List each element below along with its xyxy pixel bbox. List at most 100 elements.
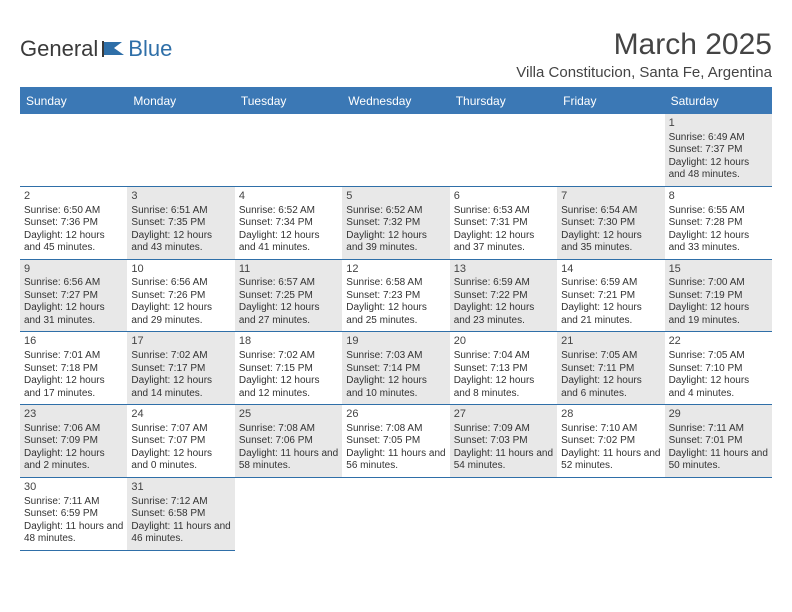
day-cell: 5Sunrise: 6:52 AMSunset: 7:32 PMDaylight… [342, 187, 449, 260]
daylight-line: Daylight: 11 hours and 54 minutes. [454, 448, 553, 473]
sunset-line: Sunset: 7:07 PM [131, 435, 230, 448]
day-number: 8 [669, 190, 768, 204]
sunset-line: Sunset: 7:32 PM [346, 217, 445, 230]
daylight-line: Daylight: 12 hours and 21 minutes. [561, 302, 660, 327]
sunset-line: Sunset: 7:28 PM [669, 217, 768, 230]
logo: General Blue [20, 28, 172, 62]
weekday-header: Friday [557, 89, 664, 114]
day-cell: 13Sunrise: 6:59 AMSunset: 7:22 PMDayligh… [450, 260, 557, 333]
page-header: General Blue March 2025 Villa Constituci… [20, 28, 772, 81]
sunset-line: Sunset: 7:26 PM [131, 290, 230, 303]
sunset-line: Sunset: 7:35 PM [131, 217, 230, 230]
sunrise-line: Sunrise: 6:57 AM [239, 277, 338, 290]
day-cell: 26Sunrise: 7:08 AMSunset: 7:05 PMDayligh… [342, 405, 449, 478]
day-number: 23 [24, 408, 123, 422]
day-cell: 8Sunrise: 6:55 AMSunset: 7:28 PMDaylight… [665, 187, 772, 260]
day-cell: 10Sunrise: 6:56 AMSunset: 7:26 PMDayligh… [127, 260, 234, 333]
sunset-line: Sunset: 7:05 PM [346, 435, 445, 448]
sunset-line: Sunset: 7:14 PM [346, 363, 445, 376]
sunrise-line: Sunrise: 7:09 AM [454, 423, 553, 436]
sunset-line: Sunset: 7:31 PM [454, 217, 553, 230]
empty-cell [450, 114, 557, 187]
day-number: 31 [131, 481, 230, 495]
daylight-line: Daylight: 12 hours and 25 minutes. [346, 302, 445, 327]
day-cell: 21Sunrise: 7:05 AMSunset: 7:11 PMDayligh… [557, 332, 664, 405]
empty-cell [557, 114, 664, 187]
daylight-line: Daylight: 11 hours and 58 minutes. [239, 448, 338, 473]
day-number: 28 [561, 408, 660, 422]
month-title: March 2025 [516, 28, 772, 62]
calendar-grid: 1Sunrise: 6:49 AMSunset: 7:37 PMDaylight… [20, 114, 772, 551]
day-number: 2 [24, 190, 123, 204]
daylight-line: Daylight: 12 hours and 39 minutes. [346, 230, 445, 255]
day-number: 16 [24, 335, 123, 349]
day-cell: 18Sunrise: 7:02 AMSunset: 7:15 PMDayligh… [235, 332, 342, 405]
sunset-line: Sunset: 7:30 PM [561, 217, 660, 230]
sunset-line: Sunset: 7:06 PM [239, 435, 338, 448]
daylight-line: Daylight: 12 hours and 48 minutes. [669, 157, 768, 182]
sunrise-line: Sunrise: 7:02 AM [131, 350, 230, 363]
day-cell: 4Sunrise: 6:52 AMSunset: 7:34 PMDaylight… [235, 187, 342, 260]
sunrise-line: Sunrise: 6:56 AM [131, 277, 230, 290]
sunrise-line: Sunrise: 6:52 AM [239, 205, 338, 218]
sunset-line: Sunset: 7:37 PM [669, 144, 768, 157]
daylight-line: Daylight: 11 hours and 52 minutes. [561, 448, 660, 473]
sunset-line: Sunset: 7:10 PM [669, 363, 768, 376]
day-number: 11 [239, 263, 338, 277]
sunset-line: Sunset: 7:01 PM [669, 435, 768, 448]
day-cell: 15Sunrise: 7:00 AMSunset: 7:19 PMDayligh… [665, 260, 772, 333]
sunset-line: Sunset: 6:59 PM [24, 508, 123, 521]
location-label: Villa Constitucion, Santa Fe, Argentina [516, 64, 772, 81]
sunset-line: Sunset: 7:25 PM [239, 290, 338, 303]
sunrise-line: Sunrise: 7:01 AM [24, 350, 123, 363]
day-cell: 17Sunrise: 7:02 AMSunset: 7:17 PMDayligh… [127, 332, 234, 405]
daylight-line: Daylight: 11 hours and 56 minutes. [346, 448, 445, 473]
sunrise-line: Sunrise: 7:12 AM [131, 496, 230, 509]
sunrise-line: Sunrise: 6:55 AM [669, 205, 768, 218]
sunset-line: Sunset: 7:03 PM [454, 435, 553, 448]
sunrise-line: Sunrise: 7:11 AM [669, 423, 768, 436]
sunrise-line: Sunrise: 7:04 AM [454, 350, 553, 363]
sunrise-line: Sunrise: 6:54 AM [561, 205, 660, 218]
day-number: 13 [454, 263, 553, 277]
sunrise-line: Sunrise: 6:50 AM [24, 205, 123, 218]
empty-cell [20, 114, 127, 187]
day-cell: 6Sunrise: 6:53 AMSunset: 7:31 PMDaylight… [450, 187, 557, 260]
sunrise-line: Sunrise: 6:53 AM [454, 205, 553, 218]
sunset-line: Sunset: 7:34 PM [239, 217, 338, 230]
day-cell: 12Sunrise: 6:58 AMSunset: 7:23 PMDayligh… [342, 260, 449, 333]
weekday-header: Tuesday [235, 89, 342, 114]
day-cell: 7Sunrise: 6:54 AMSunset: 7:30 PMDaylight… [557, 187, 664, 260]
sunrise-line: Sunrise: 6:52 AM [346, 205, 445, 218]
day-number: 21 [561, 335, 660, 349]
logo-word-1: General [20, 36, 98, 62]
day-number: 24 [131, 408, 230, 422]
day-number: 12 [346, 263, 445, 277]
weekday-header-row: SundayMondayTuesdayWednesdayThursdayFrid… [20, 89, 772, 114]
sunset-line: Sunset: 7:09 PM [24, 435, 123, 448]
day-cell: 20Sunrise: 7:04 AMSunset: 7:13 PMDayligh… [450, 332, 557, 405]
sunset-line: Sunset: 7:21 PM [561, 290, 660, 303]
day-number: 10 [131, 263, 230, 277]
sunset-line: Sunset: 7:23 PM [346, 290, 445, 303]
sunrise-line: Sunrise: 7:07 AM [131, 423, 230, 436]
day-number: 14 [561, 263, 660, 277]
sunrise-line: Sunrise: 7:02 AM [239, 350, 338, 363]
sunset-line: Sunset: 7:11 PM [561, 363, 660, 376]
day-number: 19 [346, 335, 445, 349]
sunrise-line: Sunrise: 7:03 AM [346, 350, 445, 363]
day-cell: 3Sunrise: 6:51 AMSunset: 7:35 PMDaylight… [127, 187, 234, 260]
sunset-line: Sunset: 7:19 PM [669, 290, 768, 303]
weekday-header: Saturday [665, 89, 772, 114]
empty-cell [342, 114, 449, 187]
daylight-line: Daylight: 12 hours and 4 minutes. [669, 375, 768, 400]
day-number: 30 [24, 481, 123, 495]
daylight-line: Daylight: 12 hours and 23 minutes. [454, 302, 553, 327]
sunset-line: Sunset: 7:17 PM [131, 363, 230, 376]
sunset-line: Sunset: 7:13 PM [454, 363, 553, 376]
day-cell: 29Sunrise: 7:11 AMSunset: 7:01 PMDayligh… [665, 405, 772, 478]
weekday-header: Sunday [20, 89, 127, 114]
sunrise-line: Sunrise: 6:51 AM [131, 205, 230, 218]
sunset-line: Sunset: 7:36 PM [24, 217, 123, 230]
sunrise-line: Sunrise: 7:00 AM [669, 277, 768, 290]
